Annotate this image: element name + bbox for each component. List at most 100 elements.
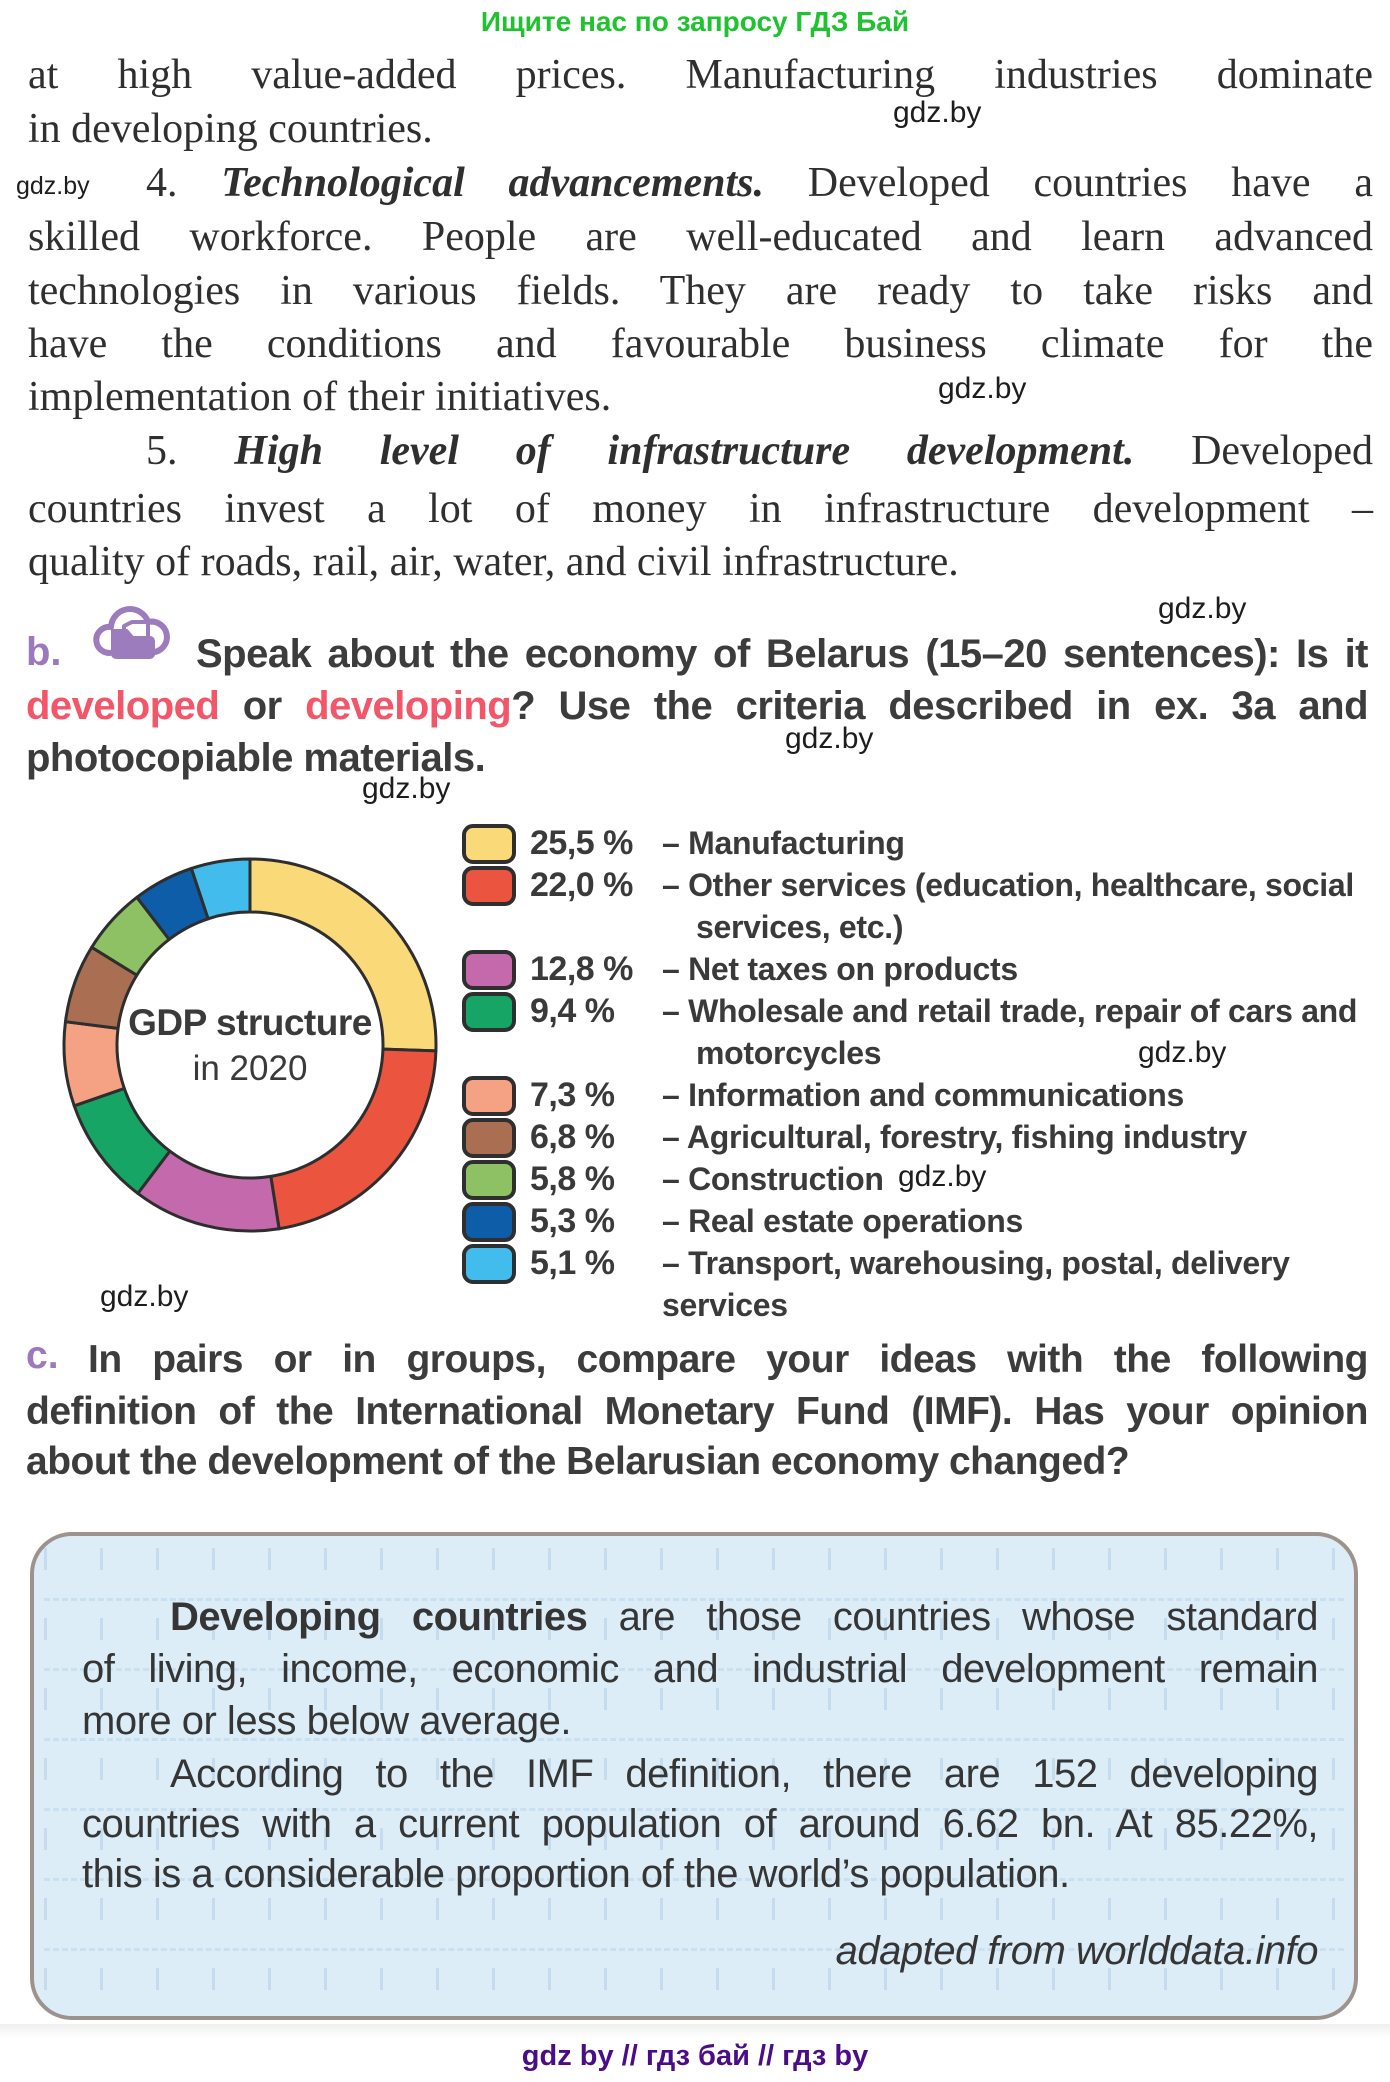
legend-label-line: – Manufacturing <box>662 825 905 861</box>
legend-label-line: – Wholesale and retail trade, repair of … <box>662 993 1358 1029</box>
legend-row: 22,0 % – Other services (education, healt… <box>462 864 1378 948</box>
chart-subtitle: in 2020 <box>192 1049 308 1088</box>
task-b-label: b. <box>26 630 62 674</box>
legend-percent: 5,1 % <box>530 1244 615 1282</box>
watermark: gdz.by <box>100 1280 189 1313</box>
watermark: gdz.by <box>898 1160 987 1193</box>
legend-label-line: services, etc.) <box>696 909 904 945</box>
body-text: Developed <box>1134 428 1373 474</box>
watermark: gdz.by <box>938 372 1027 405</box>
dashed-rule <box>44 1878 1344 1881</box>
attribution: adapted from worlddata.info <box>835 1929 1319 1973</box>
body-line: have the conditions and favourable busin… <box>28 321 1373 367</box>
legend-swatch <box>462 866 516 906</box>
task-b-line: developed or developing? Use the criteri… <box>26 680 1368 732</box>
legend-swatch <box>462 1244 516 1284</box>
legend-percent: 6,8 % <box>530 1118 615 1156</box>
legend-label-line: – Net taxes on products <box>662 951 1018 987</box>
legend-swatch <box>462 1076 516 1116</box>
emphasis-text: High level of infrastructure development… <box>234 428 1135 474</box>
legend-percent: 7,3 % <box>530 1076 615 1114</box>
legend-row: 6,8 % – Agricultural, forestry, fishing i… <box>462 1116 1378 1158</box>
body-line: skilled workforce. People are well-educa… <box>28 214 1373 260</box>
legend-percent: 5,8 % <box>530 1160 615 1198</box>
infobox-line: countries with a current population of a… <box>82 1802 1319 1846</box>
legend-label: – Transport, warehousing, postal, delive… <box>662 1242 1378 1326</box>
watermark: gdz.by <box>1158 592 1247 625</box>
legend-percent: 22,0 % <box>530 866 633 904</box>
legend-label: – Construction <box>662 1158 884 1200</box>
highlight-word: developing <box>305 684 512 728</box>
dashed-rule <box>44 1808 1344 1811</box>
chart-center-label: GDP structure in 2020 <box>90 1000 410 1092</box>
task-c-line: In pairs or in groups, compare your idea… <box>88 1338 1369 1381</box>
body-line: 5. High level of infrastructure developm… <box>28 424 1373 478</box>
legend-label-line: – Real estate operations <box>662 1203 1023 1239</box>
legend-label-line: – Information and communications <box>662 1077 1185 1113</box>
legend-row: 5,8 % – Construction <box>462 1158 1378 1200</box>
body-line: technologies in various fields. They are… <box>28 268 1373 314</box>
infobox-line: more or less below average. <box>82 1699 571 1743</box>
emphasis-text: Technological advancements. <box>221 160 765 206</box>
list-number: 5. <box>146 428 235 474</box>
task-b-line: photocopiable materials. <box>26 736 486 780</box>
legend-label: – Manufacturing <box>662 822 905 864</box>
legend-swatch <box>462 1160 516 1200</box>
dashed-rule <box>44 1668 1344 1671</box>
watermark: gdz.by <box>362 772 451 805</box>
legend-label: – Real estate operations <box>662 1200 1023 1242</box>
task-c-line: about the development of the Belarusian … <box>26 1440 1130 1483</box>
legend-label-line: – Transport, warehousing, postal, delive… <box>662 1245 1290 1323</box>
task-c-line: definition of the International Monetary… <box>26 1390 1369 1433</box>
tick-row <box>44 1758 1344 1780</box>
infobox-line: According to the IMF definition, there a… <box>170 1752 1319 1796</box>
tick-row <box>44 1828 1344 1850</box>
legend-percent: 5,3 % <box>530 1202 615 1240</box>
dashed-rule <box>44 1598 1344 1601</box>
legend-label-line: motorcycles <box>696 1035 882 1071</box>
body-line: at high value-added prices. Manufacturin… <box>28 52 1373 98</box>
legend-label-line: – Other services (education, healthcare,… <box>662 867 1354 903</box>
definition-box: Developing countries are those countries… <box>30 1532 1358 2020</box>
body-line: implementation of their initiatives. <box>28 374 612 420</box>
infobox-line: this is a considerable proportion of the… <box>82 1852 1070 1896</box>
body-line: 4. Technological advancements. Developed… <box>28 156 1373 210</box>
legend-row: 25,5 % – Manufacturing <box>462 822 1378 864</box>
legend-label-line: – Agricultural, forestry, fishing indust… <box>662 1119 1247 1155</box>
dashed-rule <box>44 1948 1344 1951</box>
body-line: in developing countries. <box>28 106 433 152</box>
legend-label-line: – Construction <box>662 1161 884 1197</box>
tick-row <box>44 1688 1344 1710</box>
infobox-line: Developing countries are those countries… <box>82 1592 1318 1642</box>
promo-header: Ищите нас по запросу ГДЗ Бай <box>480 6 910 37</box>
legend-percent: 12,8 % <box>530 950 633 988</box>
highlight-word: developed <box>26 684 220 728</box>
task-b-line: Speak about the economy of Belarus (15–2… <box>196 632 1369 676</box>
legend-swatch <box>462 950 516 990</box>
task-b-text: ? Use the criteria described in ex. 3a a… <box>511 684 1368 728</box>
tick-row <box>44 1898 1344 1920</box>
task-b-text: or <box>219 684 306 728</box>
legend-row: 7,3 % – Information and communications <box>462 1074 1378 1116</box>
watermark: gdz.by <box>893 96 982 129</box>
body-line: countries invest a lot of money in infra… <box>28 486 1373 532</box>
footer-watermark: gdz by // гдз бай // гдз by <box>521 2040 869 2072</box>
legend-row: 9,4 % – Wholesale and retail trade, repai… <box>462 990 1378 1074</box>
cloud-folder-icon <box>93 606 170 659</box>
task-c-label: c. <box>26 1334 59 1377</box>
legend-label: – Agricultural, forestry, fishing indust… <box>662 1116 1247 1158</box>
legend-label: – Information and communications <box>662 1074 1184 1116</box>
chart-title: GDP structure <box>128 1002 372 1043</box>
legend-label: – Wholesale and retail trade, repair of … <box>662 990 1357 1074</box>
chart-legend: 25,5 % – Manufacturing 22,0 % – Other servi… <box>462 822 1378 1326</box>
tick-row <box>44 1968 1344 1990</box>
watermark: gdz.by <box>1138 1036 1227 1069</box>
gdp-donut-chart <box>62 857 438 1233</box>
legend-row: 12,8 % – Net taxes on products <box>462 948 1378 990</box>
page-edge-shadow <box>0 2024 1390 2038</box>
infobox-text: are those countries whose standard <box>587 1595 1319 1639</box>
watermark: gdz.by <box>785 722 874 755</box>
dashed-rule <box>44 1738 1344 1741</box>
body-text: Developed countries have a <box>764 160 1373 206</box>
tick-row <box>44 1618 1344 1640</box>
